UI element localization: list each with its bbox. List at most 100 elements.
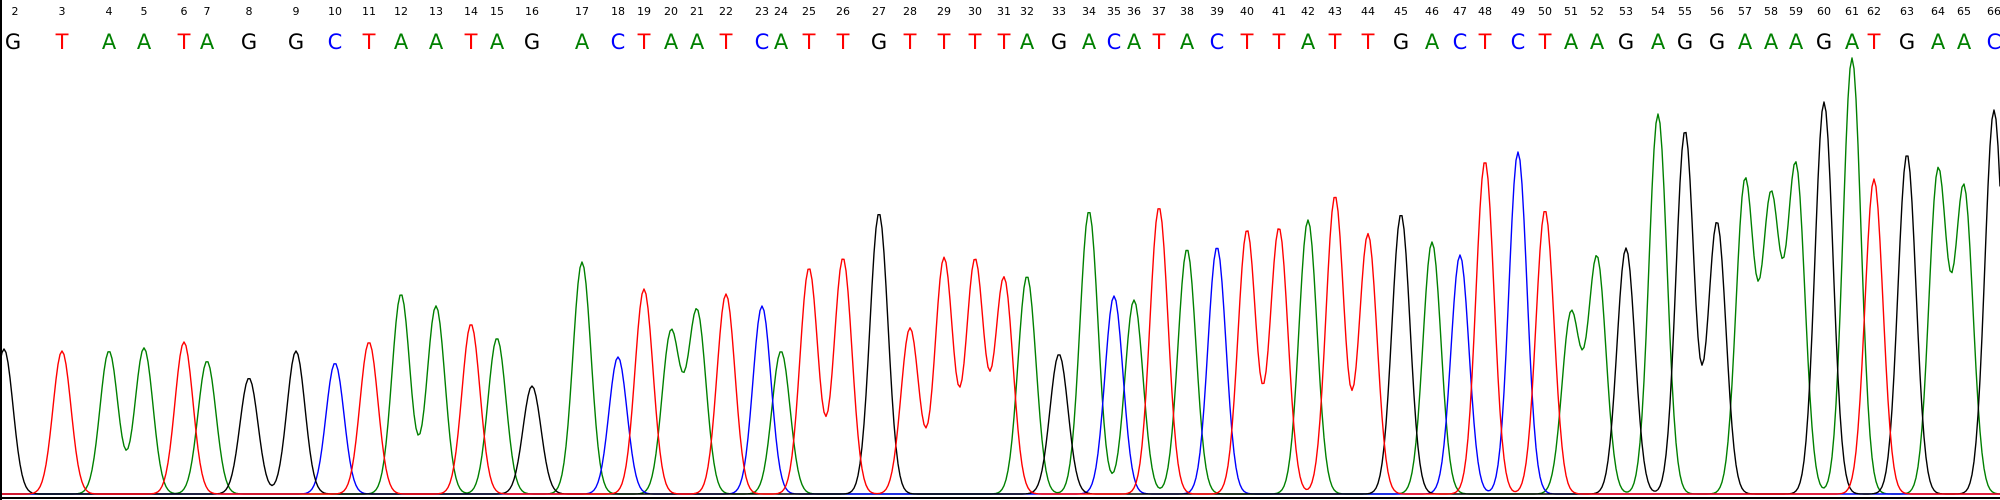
base-call-41: T	[1272, 30, 1286, 54]
peak-T-5	[725, 293, 727, 295]
peak-A-13	[1186, 248, 1188, 250]
position-label-20: 20	[664, 5, 678, 18]
peak-C-3	[1113, 295, 1115, 297]
peak-T-15	[1334, 195, 1336, 197]
base-call-25: T	[802, 30, 816, 54]
base-call-8: G	[241, 30, 257, 54]
peak-G-7	[1625, 247, 1627, 249]
base-call-33: G	[1051, 30, 1067, 54]
base-call-12: A	[394, 30, 409, 54]
peak-A-2	[206, 360, 208, 362]
trace-layer	[0, 57, 2000, 495]
position-label-53: 53	[1619, 5, 1633, 18]
peak-G-6	[1400, 213, 1402, 215]
peak-A-20	[1770, 201, 1772, 203]
position-label-59: 59	[1789, 5, 1803, 18]
label-layer: G3T4A5A6T7A8G9G10C11T12A13A14T15A16G17A1…	[5, 5, 2000, 54]
peak-A-14	[1307, 219, 1309, 221]
position-label-63: 63	[1900, 5, 1914, 18]
peak-G-1	[248, 377, 250, 379]
base-call-14: T	[464, 30, 478, 54]
position-label-23: 23	[755, 5, 769, 18]
position-label-51: 51	[1564, 5, 1578, 18]
base-call-64: A	[1931, 30, 1946, 54]
base-call-20: A	[664, 30, 679, 54]
base-call-3: T	[55, 30, 69, 54]
peak-T-11	[1003, 277, 1005, 279]
peak-A-12	[1133, 299, 1135, 301]
base-call-53: G	[1618, 30, 1634, 54]
base-call-19: T	[637, 30, 651, 54]
peak-G-8	[1684, 130, 1686, 132]
base-call-6: T	[177, 30, 191, 54]
position-label-7: 7	[204, 5, 211, 18]
position-label-54: 54	[1651, 5, 1665, 18]
position-label-21: 21	[690, 5, 704, 18]
position-label-24: 24	[774, 5, 788, 18]
position-label-13: 13	[429, 5, 443, 18]
peak-A-7	[670, 331, 672, 333]
position-label-42: 42	[1301, 5, 1315, 18]
position-label-39: 39	[1210, 5, 1224, 18]
base-call-28: T	[903, 30, 917, 54]
base-call-50: T	[1538, 30, 1552, 54]
base-call-24: A	[774, 30, 789, 54]
peak-T-1	[183, 341, 185, 343]
base-call-10: C	[328, 30, 343, 54]
peak-A-15	[1431, 241, 1433, 243]
position-label-30: 30	[968, 5, 982, 18]
position-label-61: 61	[1845, 5, 1859, 18]
position-label-58: 58	[1764, 5, 1778, 18]
peak-T-3	[470, 323, 472, 325]
position-label-38: 38	[1180, 5, 1194, 18]
base-call-51: A	[1564, 30, 1579, 54]
peak-T-19	[1873, 178, 1875, 180]
position-label-35: 35	[1107, 5, 1121, 18]
peak-G-4	[878, 212, 880, 214]
peak-G-5	[1058, 353, 1060, 355]
base-call-37: T	[1152, 30, 1166, 54]
base-call-36: A	[1127, 30, 1142, 54]
peak-C-5	[1459, 254, 1461, 256]
position-label-55: 55	[1678, 5, 1692, 18]
position-label-17: 17	[575, 5, 589, 18]
base-call-44: T	[1361, 30, 1375, 54]
base-call-35: C	[1107, 30, 1122, 54]
base-call-26: T	[836, 30, 850, 54]
peak-C-0	[334, 362, 336, 364]
position-label-15: 15	[490, 5, 504, 18]
trace-T	[0, 162, 2000, 495]
base-call-58: A	[1764, 30, 1779, 54]
base-call-31: T	[997, 30, 1011, 54]
base-call-39: C	[1210, 30, 1225, 54]
position-label-57: 57	[1738, 5, 1752, 18]
base-call-15: A	[490, 30, 505, 54]
position-label-44: 44	[1361, 5, 1375, 18]
base-call-40: T	[1240, 30, 1254, 54]
position-label-48: 48	[1478, 5, 1492, 18]
position-label-60: 60	[1817, 5, 1831, 18]
peak-G-0	[3, 348, 5, 350]
peak-T-10	[974, 259, 976, 261]
base-call-22: T	[719, 30, 733, 54]
base-call-52: A	[1590, 30, 1605, 54]
position-label-46: 46	[1425, 5, 1439, 18]
peak-T-7	[842, 257, 844, 259]
position-label-52: 52	[1590, 5, 1604, 18]
base-call-43: T	[1328, 30, 1342, 54]
base-call-48: T	[1478, 30, 1492, 54]
peak-T-6	[808, 267, 810, 269]
base-call-46: A	[1425, 30, 1440, 54]
position-label-5: 5	[141, 5, 148, 18]
peak-A-18	[1657, 113, 1659, 115]
peak-T-4	[643, 288, 645, 290]
position-label-64: 64	[1931, 5, 1945, 18]
position-label-43: 43	[1328, 5, 1342, 18]
base-call-11: T	[362, 30, 376, 54]
position-label-4: 4	[106, 5, 113, 18]
position-label-56: 56	[1710, 5, 1724, 18]
peak-A-22	[1851, 57, 1853, 59]
base-call-9: G	[288, 30, 304, 54]
